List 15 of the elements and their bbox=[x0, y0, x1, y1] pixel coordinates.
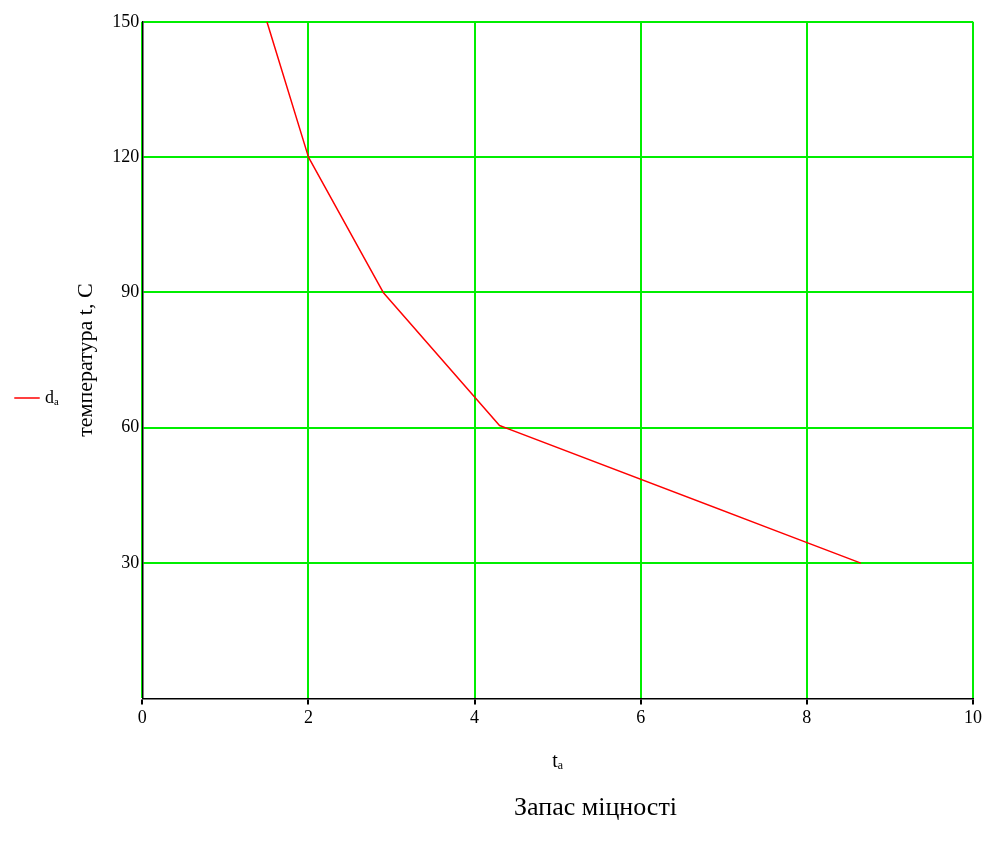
x-tick-label: 4 bbox=[470, 706, 480, 727]
y-tick-label: 150 bbox=[112, 10, 140, 31]
y-axis-title: температура t, C bbox=[71, 283, 97, 437]
y-tick-label: 30 bbox=[121, 551, 140, 572]
legend-label: dₐ bbox=[45, 386, 59, 407]
x-tick-label: 0 bbox=[137, 706, 147, 727]
x-axis-title: tₐ bbox=[552, 749, 564, 772]
x-tick-label: 10 bbox=[964, 706, 982, 727]
x-tick-label: 8 bbox=[802, 706, 812, 727]
text: Запас міцності bbox=[513, 792, 678, 822]
y-tick-label: 90 bbox=[121, 281, 140, 302]
x-tick-label: 2 bbox=[303, 706, 313, 727]
x-tick-label: 6 bbox=[636, 706, 646, 727]
y-tick-label: 60 bbox=[121, 416, 140, 437]
y-tick-label: 120 bbox=[112, 145, 140, 166]
